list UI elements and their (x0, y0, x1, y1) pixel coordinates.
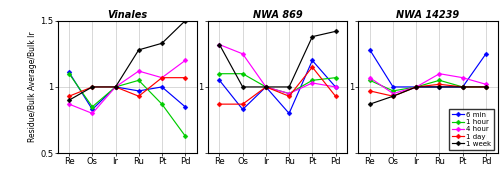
Legend: 6 min, 1 hour, 4 hour, 1 day, 1 week: 6 min, 1 hour, 4 hour, 1 day, 1 week (449, 109, 494, 150)
Y-axis label: Residue/Bulk Average/Bulk Ir: Residue/Bulk Average/Bulk Ir (28, 32, 38, 142)
Title: NWA 869: NWA 869 (252, 10, 302, 20)
Title: NWA 14239: NWA 14239 (396, 10, 460, 20)
Title: Vinales: Vinales (107, 10, 147, 20)
